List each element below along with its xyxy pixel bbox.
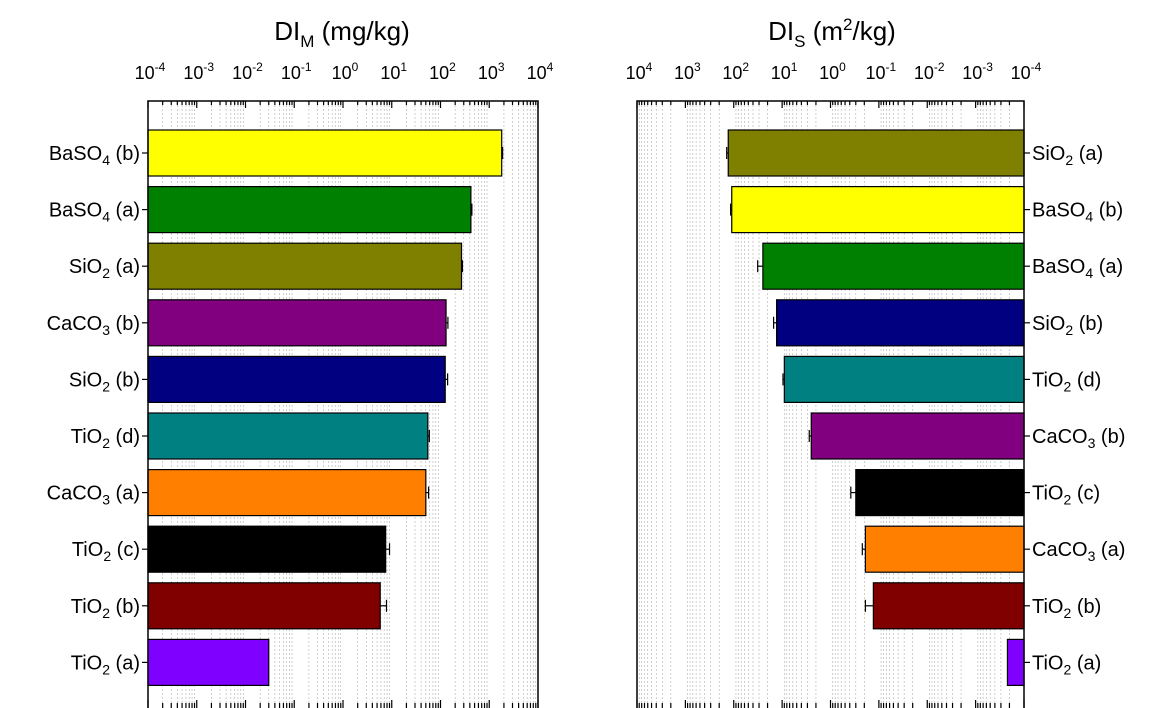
bar <box>147 525 387 573</box>
category-labels: SiO2 (a) BaSO4 (b) BaSO4 (a) SiO2 (b) TiO2 (… <box>1024 143 1125 677</box>
bars <box>726 129 1025 687</box>
category-label: TiO2 (c) <box>1032 483 1100 508</box>
x-tick-label: 101 <box>771 60 798 83</box>
x-tick-label: 10-1 <box>281 60 312 83</box>
x-tick-label: 102 <box>722 60 749 83</box>
bar <box>864 525 1025 573</box>
bar <box>147 299 447 347</box>
bar <box>776 299 1025 347</box>
chart-panel-2: 104 103 102 101 100 10-1 10-2 10-3 10-4 SiO2 (a) B… <box>626 15 1125 708</box>
category-label: SiO2 (b) <box>1032 313 1103 338</box>
category-label: TiO2 (b) <box>71 596 140 621</box>
bar <box>147 129 503 177</box>
x-tick-label: 104 <box>527 60 554 83</box>
category-label: CaCO3 (a) <box>1032 539 1125 564</box>
bar <box>147 355 446 403</box>
category-label: TiO2 (a) <box>71 652 140 677</box>
x-tick-label: 104 <box>626 60 653 83</box>
category-label: CaCO3 (a) <box>47 483 140 508</box>
bar <box>762 242 1025 290</box>
category-label: BaSO4 (b) <box>1032 200 1123 225</box>
bar <box>731 186 1025 234</box>
x-tick-label: 100 <box>332 60 359 83</box>
x-tick-label: 103 <box>478 60 505 83</box>
x-tick-label: 10-1 <box>866 60 897 83</box>
bar <box>147 186 472 234</box>
x-tick-label: 100 <box>819 60 846 83</box>
category-labels: BaSO4 (b) BaSO4 (a) SiO2 (a) CaCO3 (b) SiO2 … <box>47 143 148 677</box>
category-label: CaCO3 (b) <box>47 313 140 338</box>
x-tick-labels: 104 103 102 101 100 10-1 10-2 10-3 10-4 <box>626 60 1042 83</box>
bar <box>147 469 427 517</box>
x-tick-label: 10-2 <box>914 60 945 83</box>
x-axis-ticks <box>636 101 1025 708</box>
category-label: BaSO4 (a) <box>49 200 140 225</box>
category-label: SiO2 (a) <box>69 256 140 281</box>
category-label: TiO2 (d) <box>71 426 140 451</box>
bar <box>855 469 1025 517</box>
category-label: TiO2 (c) <box>72 539 140 564</box>
bar <box>147 242 463 290</box>
chart-title: DIM (mg/kg) <box>274 16 410 51</box>
bar <box>783 355 1025 403</box>
category-label: SiO2 (a) <box>1032 143 1103 168</box>
bar <box>147 638 270 687</box>
bars <box>147 129 504 687</box>
x-tick-label: 10-4 <box>135 60 166 83</box>
bar <box>727 129 1025 177</box>
x-axis-ticks <box>147 101 539 708</box>
category-label: SiO2 (b) <box>69 369 140 394</box>
x-tick-label: 10-3 <box>962 60 993 83</box>
x-tick-label: 10-3 <box>183 60 214 83</box>
category-label: BaSO4 (b) <box>49 143 140 168</box>
category-label: TiO2 (b) <box>1032 596 1101 621</box>
bar <box>872 582 1025 630</box>
x-tick-label: 103 <box>674 60 701 83</box>
chart-panel-1: 10-4 10-3 10-2 10-1 100 101 102 103 104 BaSO4 (b)… <box>47 16 554 708</box>
chart-title: DIS (m2/kg) <box>768 15 896 51</box>
x-tick-label: 10-2 <box>232 60 263 83</box>
bar <box>1006 638 1025 687</box>
category-label: CaCO3 (b) <box>1032 426 1125 451</box>
bar <box>147 582 381 630</box>
x-tick-label: 101 <box>380 60 407 83</box>
x-tick-label: 102 <box>429 60 456 83</box>
x-tick-labels: 10-4 10-3 10-2 10-1 100 101 102 103 104 <box>135 60 554 83</box>
bar <box>147 412 429 460</box>
category-label: TiO2 (a) <box>1032 652 1101 677</box>
category-label: BaSO4 (a) <box>1032 256 1123 281</box>
category-label: TiO2 (d) <box>1032 369 1101 394</box>
x-tick-label: 10-4 <box>1011 60 1042 83</box>
bar <box>810 412 1025 460</box>
